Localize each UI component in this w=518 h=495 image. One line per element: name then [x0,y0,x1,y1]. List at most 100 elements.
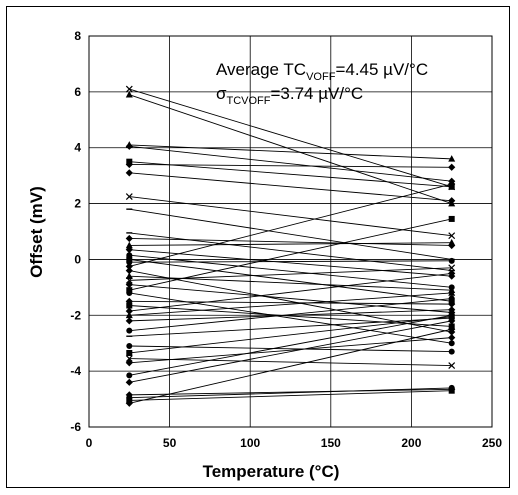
series-line [129,284,452,313]
series-31 [126,313,455,356]
data-point-square [448,215,455,222]
tick-labels: 0 50 100 150 200 250 -6 -4 -2 0 2 4 6 8 [70,29,502,450]
data-point-diamond [448,334,456,342]
series-25 [125,269,456,315]
data-point-diamond [125,317,133,325]
series-9 [126,232,455,272]
y-tick-label: 0 [74,252,81,266]
data-point-square [126,349,133,356]
x-tick-label: 100 [240,436,260,450]
data-point-x [125,85,133,93]
data-point-diamond [448,306,456,314]
series-24 [126,302,455,330]
data-point-triangle [448,289,456,296]
average-tc-annotation: Average TCVOFF=4.45 µV/°C [216,60,428,83]
series-line [129,267,452,281]
series-6 [125,169,456,205]
series-13 [126,252,455,291]
data-point-diamond [448,180,456,188]
series-line [129,337,452,364]
series-line [129,292,452,344]
data-point-diamond [125,307,133,315]
series-line [129,144,452,160]
series-line [129,254,452,288]
data-point-triangle [125,272,133,279]
plot-area [88,35,493,428]
series-line [129,94,452,204]
data-point-diamond [125,267,133,275]
data-point-circle [126,343,133,350]
series-line [129,309,452,322]
y-tick-label: 4 [74,141,81,155]
series-32 [125,355,456,369]
y-tick-label: -6 [70,420,81,434]
data-point-x [125,276,133,284]
series-line [129,298,452,332]
data-point-x [448,232,456,240]
data-point-diamond [448,197,456,205]
series-line [129,208,452,260]
x-axis-label: Temperature (°C) [203,462,340,481]
data-point-circle [126,259,133,266]
data-point-diamond [448,325,456,333]
series-line [129,272,452,312]
series-39 [125,325,456,407]
series-line [129,390,452,401]
series-20 [125,280,456,317]
data-point-diamond [125,160,133,169]
y-tick-label: 8 [74,29,81,43]
series-line [129,238,452,246]
x-tick-label: 0 [86,436,93,450]
data-point-triangle [125,311,133,319]
data-point-diamond [448,300,456,308]
data-point-circle [448,295,455,302]
series-11 [125,238,456,249]
series-line [129,172,452,202]
data-point-circle [448,257,455,264]
data-point-diamond [125,234,133,243]
series-layer [125,85,456,407]
series-5 [125,160,456,171]
y-tick-label: 6 [74,85,81,99]
series-line [129,145,452,182]
series-line [129,270,452,333]
data-point-circle [126,372,133,379]
data-point-x [448,264,456,272]
series-16 [125,180,456,271]
data-point-x [125,355,133,362]
data-point-x [448,362,456,369]
series-line [129,316,452,354]
data-point-circle [126,289,133,296]
series-line [129,88,452,188]
series-line [129,161,452,188]
series-line [129,232,452,272]
series-line [129,317,452,337]
x-tick-label: 200 [401,436,421,450]
data-point-triangle [448,155,456,162]
series-line [129,328,452,404]
data-point-diamond [125,378,133,386]
data-point-diamond [125,280,133,289]
y-tick-label: -2 [70,308,81,322]
y-tick-label: 2 [74,197,81,211]
series-29 [126,317,455,337]
data-point-triangle [125,90,133,98]
data-point-triangle [448,238,456,246]
y-axis-label: Offset (mV) [27,186,46,278]
series-26 [125,289,456,319]
data-point-diamond [125,359,133,367]
x-tick-label: 50 [163,436,177,450]
data-point-circle [448,340,455,347]
x-tick-label: 150 [321,436,341,450]
sigma-tc-annotation: σTCVOFF=3.74 µV/°C [216,84,363,107]
series-line [129,358,452,367]
series-line [129,388,452,396]
chart-frame [6,6,510,488]
data-point-diamond [448,163,456,171]
series-line [129,249,452,277]
series-line [129,183,452,267]
series-line [129,292,452,316]
data-point-x [125,193,133,201]
series-12 [125,246,456,280]
